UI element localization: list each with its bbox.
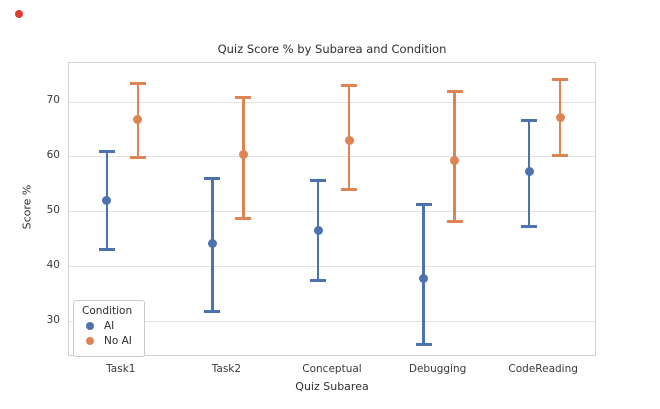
gridline <box>69 211 595 213</box>
error-bar-cap-bottom <box>415 342 432 346</box>
y-tick-label: 60 <box>46 148 60 161</box>
y-tick-label: 40 <box>46 258 60 271</box>
error-bar-cap-top <box>310 178 326 182</box>
data-point-marker <box>524 167 534 177</box>
data-point-marker <box>344 135 354 145</box>
red-annotation-dot <box>15 10 23 18</box>
x-category-label: Task1 <box>106 363 136 375</box>
gridline <box>69 321 595 323</box>
error-bar-cap-top <box>446 89 463 93</box>
error-bar-cap-top <box>235 95 252 99</box>
plot-area <box>68 62 596 356</box>
error-bar-cap-bottom <box>446 220 463 224</box>
x-category-label: CodeReading <box>508 363 578 375</box>
error-bar-cap-bottom <box>204 310 221 314</box>
error-bar-cap-bottom <box>310 279 326 283</box>
legend-marker-ai-icon <box>86 322 94 330</box>
error-bar-cap-bottom <box>341 188 357 192</box>
gridline <box>69 101 595 103</box>
data-point-marker <box>419 273 429 283</box>
data-point-marker <box>555 112 565 122</box>
legend-label-ai: AI <box>104 320 115 332</box>
legend-title: Condition <box>82 305 133 317</box>
error-bar-cap-top <box>521 119 538 123</box>
error-bar-cap-bottom <box>98 248 115 252</box>
x-axis-label: Quiz Subarea <box>295 380 369 393</box>
error-bar-cap-top <box>415 203 432 207</box>
error-bar-cap-top <box>98 149 115 153</box>
y-tick-label: 30 <box>46 313 60 326</box>
legend: Condition AI No AI <box>73 300 146 357</box>
error-bar-cap-bottom <box>235 217 252 221</box>
y-axis-label: Score % <box>20 184 34 230</box>
legend-marker-noai-icon <box>86 337 94 345</box>
error-bar-cap-bottom <box>552 153 569 157</box>
error-bar-cap-bottom <box>129 156 146 160</box>
x-axis-category-labels: Task1 Task2 Conceptual Debugging CodeReading <box>68 363 596 375</box>
gridline <box>69 266 595 268</box>
data-point-marker <box>238 149 248 159</box>
data-point-marker <box>133 115 143 125</box>
y-tick-label: 50 <box>46 203 60 216</box>
legend-label-noai: No AI <box>104 335 132 347</box>
error-bar-cap-top <box>129 82 146 86</box>
data-point-marker <box>102 196 112 206</box>
legend-item-noai: No AI <box>86 335 132 347</box>
error-bar-cap-top <box>552 77 569 81</box>
chart-title: Quiz Score % by Subarea and Condition <box>217 42 447 56</box>
data-point-marker <box>207 238 217 248</box>
x-category-label: Conceptual <box>302 363 362 375</box>
gridline <box>69 156 595 158</box>
error-bar-cap-top <box>204 176 221 180</box>
error-bar-cap-bottom <box>521 225 538 229</box>
x-category-label: Task2 <box>211 363 242 375</box>
error-bar-cap-top <box>341 84 357 88</box>
legend-item-ai: AI <box>86 320 132 332</box>
y-tick-label: 70 <box>46 94 60 107</box>
data-point-marker <box>313 226 323 236</box>
x-category-label: Debugging <box>408 363 467 375</box>
data-point-marker <box>450 155 460 165</box>
